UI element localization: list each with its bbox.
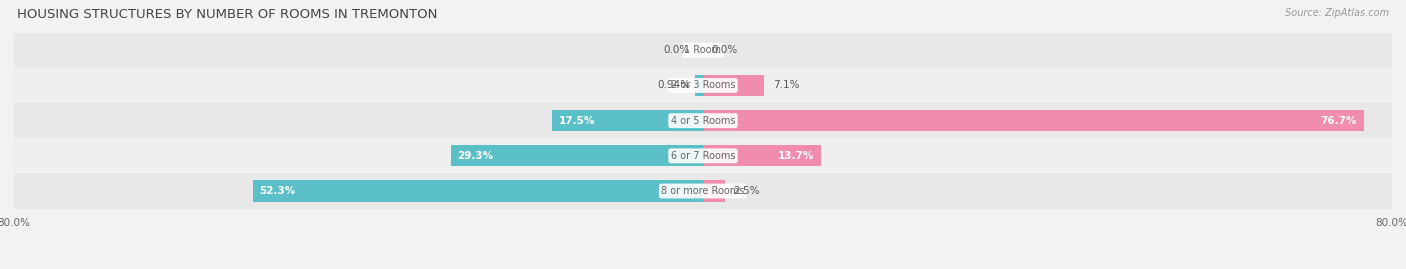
Text: Source: ZipAtlas.com: Source: ZipAtlas.com — [1285, 8, 1389, 18]
Text: 1 Room: 1 Room — [685, 45, 721, 55]
Text: 13.7%: 13.7% — [778, 151, 814, 161]
Bar — [703, 145, 821, 167]
Text: 0.0%: 0.0% — [711, 45, 738, 55]
Bar — [703, 75, 763, 96]
Bar — [703, 110, 1364, 131]
Text: 4 or 5 Rooms: 4 or 5 Rooms — [671, 116, 735, 126]
Bar — [14, 138, 1392, 174]
Text: 52.3%: 52.3% — [260, 186, 295, 196]
Text: 2 or 3 Rooms: 2 or 3 Rooms — [671, 80, 735, 90]
Bar — [14, 103, 1392, 138]
Text: 0.94%: 0.94% — [657, 80, 690, 90]
Text: 76.7%: 76.7% — [1320, 116, 1357, 126]
Bar — [14, 68, 1392, 103]
Text: 29.3%: 29.3% — [457, 151, 494, 161]
Text: 2.5%: 2.5% — [733, 186, 759, 196]
Bar — [451, 145, 703, 167]
Bar — [703, 180, 724, 201]
Text: 0.0%: 0.0% — [664, 45, 690, 55]
Bar — [553, 110, 703, 131]
Text: HOUSING STRUCTURES BY NUMBER OF ROOMS IN TREMONTON: HOUSING STRUCTURES BY NUMBER OF ROOMS IN… — [17, 8, 437, 21]
Bar — [14, 33, 1392, 68]
Text: 6 or 7 Rooms: 6 or 7 Rooms — [671, 151, 735, 161]
Text: 7.1%: 7.1% — [773, 80, 799, 90]
Text: 8 or more Rooms: 8 or more Rooms — [661, 186, 745, 196]
Bar — [695, 75, 703, 96]
Bar — [253, 180, 703, 201]
Text: 17.5%: 17.5% — [560, 116, 596, 126]
Bar — [14, 174, 1392, 209]
